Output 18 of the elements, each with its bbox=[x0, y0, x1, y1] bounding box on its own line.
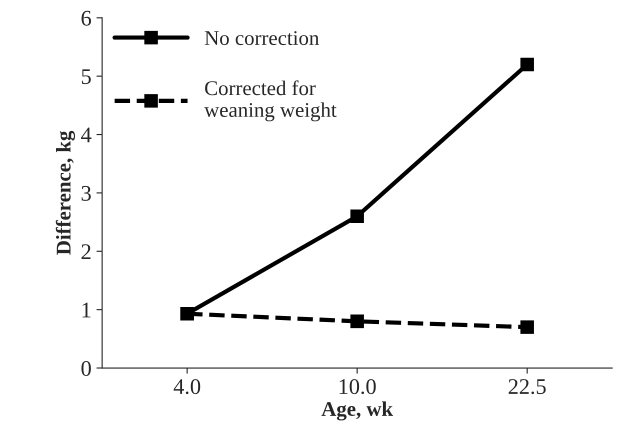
y-tick-label: 1 bbox=[82, 302, 90, 318]
x-tick-label: 22.5 bbox=[508, 379, 546, 394]
y-tick-label: 4 bbox=[81, 128, 92, 142]
y-tick-label: 3 bbox=[82, 186, 91, 201]
x-tick-label: 4.0 bbox=[174, 379, 200, 394]
x-axis-title: Age, wk bbox=[321, 401, 394, 420]
y-tick-label: 6 bbox=[82, 10, 92, 26]
y-axis-title: Difference, kg bbox=[56, 130, 76, 255]
legend-label: Corrected for weaning weight bbox=[204, 80, 337, 122]
y-tick-label: 5 bbox=[82, 69, 91, 84]
x-tick-label: 10.0 bbox=[340, 379, 376, 394]
legend-label: No correction bbox=[204, 31, 320, 46]
point bbox=[520, 320, 534, 334]
y-tick-label: 0 bbox=[81, 360, 91, 376]
y-tick-label: 2 bbox=[82, 244, 90, 259]
point bbox=[350, 209, 364, 224]
point bbox=[520, 58, 534, 72]
point bbox=[350, 314, 364, 328]
